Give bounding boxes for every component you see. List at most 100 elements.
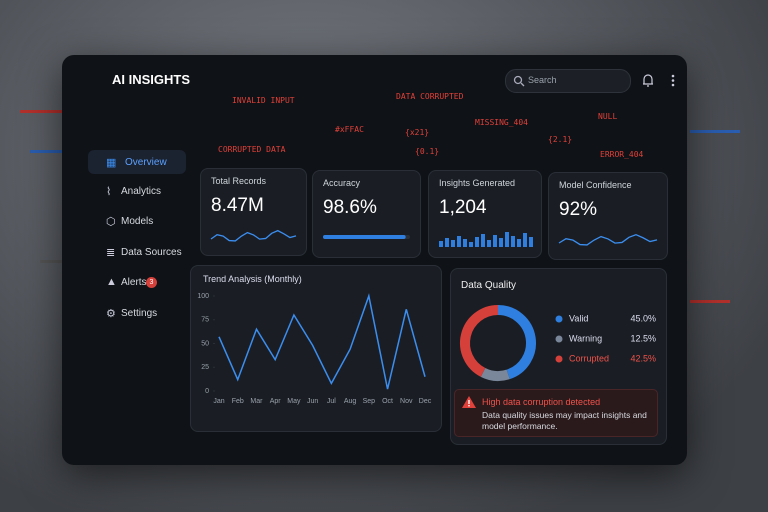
value-label: 12.5% [630, 333, 656, 343]
x-tick-label: Apr [270, 398, 282, 405]
nav-item[interactable]: Analytics [121, 186, 162, 197]
legend-label: Corrupted [569, 353, 609, 363]
sparkline [439, 232, 533, 247]
nav-item[interactable]: Data Sources [121, 247, 182, 258]
trend-title: Trend Analysis (Monthly) [203, 274, 302, 284]
x-tick-label: Feb [232, 398, 244, 405]
value-label: 45.0% [630, 313, 656, 323]
progress-fill [323, 235, 406, 239]
nav-icon: ⌇ [106, 186, 112, 198]
app-title: AI INSIGHTS [112, 72, 191, 87]
legend-dot [555, 315, 563, 323]
spark-line [210, 229, 297, 242]
alert-title: High data corruption detected [482, 397, 601, 407]
kpi-label: Insights Generated [439, 178, 516, 188]
legend-dot [555, 355, 563, 363]
glitch-text: {x21} [405, 128, 430, 137]
x-tick-label: Oct [382, 398, 393, 405]
nav-icon: ≣ [106, 247, 116, 259]
x-tick-label: Jan [213, 398, 224, 405]
quality-card: Data Quality Valid 45.0% Warning 12.5% Corru… [450, 268, 667, 445]
x-tick-label: Sep [363, 398, 376, 405]
x-tick-label: Nov [400, 398, 413, 405]
x-tick-label: Dec [419, 398, 432, 405]
spark-bar [487, 240, 491, 247]
kpi-card: Accuracy 98.6% [312, 170, 421, 258]
glitch-text: ERROR_404 [600, 150, 644, 159]
glitch-text: {0.1} [415, 147, 440, 156]
x-tick-label: Aug [344, 398, 357, 405]
search-icon [513, 75, 525, 87]
spark-bar [499, 238, 503, 247]
x-tick-label: Mar [250, 398, 263, 405]
kpi-card: Insights Generated 1,204 [428, 170, 542, 258]
nav-icon: ⚙ [106, 308, 116, 320]
nav-item[interactable]: Settings [121, 308, 158, 319]
spark-bar [451, 240, 455, 247]
spark-bar [475, 237, 479, 247]
alert-badge: 3 [146, 277, 157, 288]
glitch-text: {2.1} [548, 135, 573, 144]
glitch-text: MISSING_404 [475, 118, 528, 127]
donut-slice [497, 305, 536, 380]
menu-icon[interactable] [670, 73, 676, 88]
alert-message: Data quality issues may impact insights … [482, 410, 647, 431]
nav-icon: ⬡ [106, 216, 116, 228]
y-tick-label: 100 [197, 293, 209, 300]
donut-chart: Valid 45.0% Warning 12.5% Corrupted 42.5% [460, 305, 656, 381]
glitch-stripe [30, 150, 80, 153]
glitch-stripe [20, 110, 80, 113]
nav-item[interactable]: Models [121, 216, 154, 227]
kpi-card: Model Confidence 92% [548, 172, 668, 260]
spark-bar [523, 233, 527, 247]
kpi-value: 1,204 [439, 197, 487, 218]
y-tick-label: 25 [201, 364, 209, 371]
spark-bar [511, 236, 515, 247]
glitch-text: INVALID INPUT [232, 96, 295, 105]
search-box[interactable]: Search [505, 69, 631, 93]
legend-label: Valid [569, 313, 588, 323]
alert-box: High data corruption detected Data quali… [454, 389, 658, 437]
spark-bar [463, 239, 467, 247]
nav-item[interactable]: Alerts [121, 277, 147, 288]
spark-line [558, 233, 658, 246]
trend-line [218, 293, 426, 390]
spark-bar [457, 236, 461, 247]
search-placeholder: Search [528, 75, 557, 85]
glitch-stripe [40, 260, 80, 263]
quality-title: Data Quality [461, 280, 517, 291]
spark-bar [481, 234, 485, 247]
legend-dot [555, 335, 563, 343]
kpi-value: 8.47M [211, 195, 264, 216]
kpi-card: Total Records 8.47M [200, 168, 307, 256]
kpi-label: Accuracy [323, 178, 361, 188]
trend-card: Trend Analysis (Monthly) 0 25 50 75 100 Jan Fe… [190, 265, 442, 432]
x-tick-label: Jul [327, 398, 336, 405]
nav-icon: ▲ [106, 276, 117, 288]
sparkline [210, 229, 297, 242]
glitch-text: CORRUPTED DATA [218, 145, 286, 154]
x-tick-label: Jun [307, 398, 318, 405]
spark-bar [529, 237, 533, 247]
y-tick-label: 75 [201, 317, 209, 324]
kpi-value: 98.6% [323, 197, 377, 218]
spark-bar [517, 239, 521, 247]
line-chart: 0 25 50 75 100 Jan Feb Mar Apr May Jun Jul Aug Sep Oct… [197, 293, 432, 405]
value-label: 42.5% [630, 353, 656, 363]
glitch-stripe [690, 300, 730, 303]
kpi-value: 92% [559, 199, 598, 220]
spark-bar [505, 232, 509, 247]
spark-bar [445, 238, 449, 247]
spark-bar [439, 241, 443, 247]
nav-item[interactable]: Overview [125, 157, 167, 168]
glitch-text: DATA CORRUPTED [396, 92, 464, 101]
kpi-label: Total Records [211, 176, 267, 186]
active-nav-bg [88, 150, 186, 174]
donut-slice [480, 367, 510, 381]
kpi-label: Model Confidence [559, 180, 632, 190]
legend-label: Warning [569, 333, 602, 343]
bell-icon[interactable] [641, 73, 655, 88]
sparkline [323, 235, 410, 239]
glitch-text: #xFFAC [335, 125, 364, 134]
